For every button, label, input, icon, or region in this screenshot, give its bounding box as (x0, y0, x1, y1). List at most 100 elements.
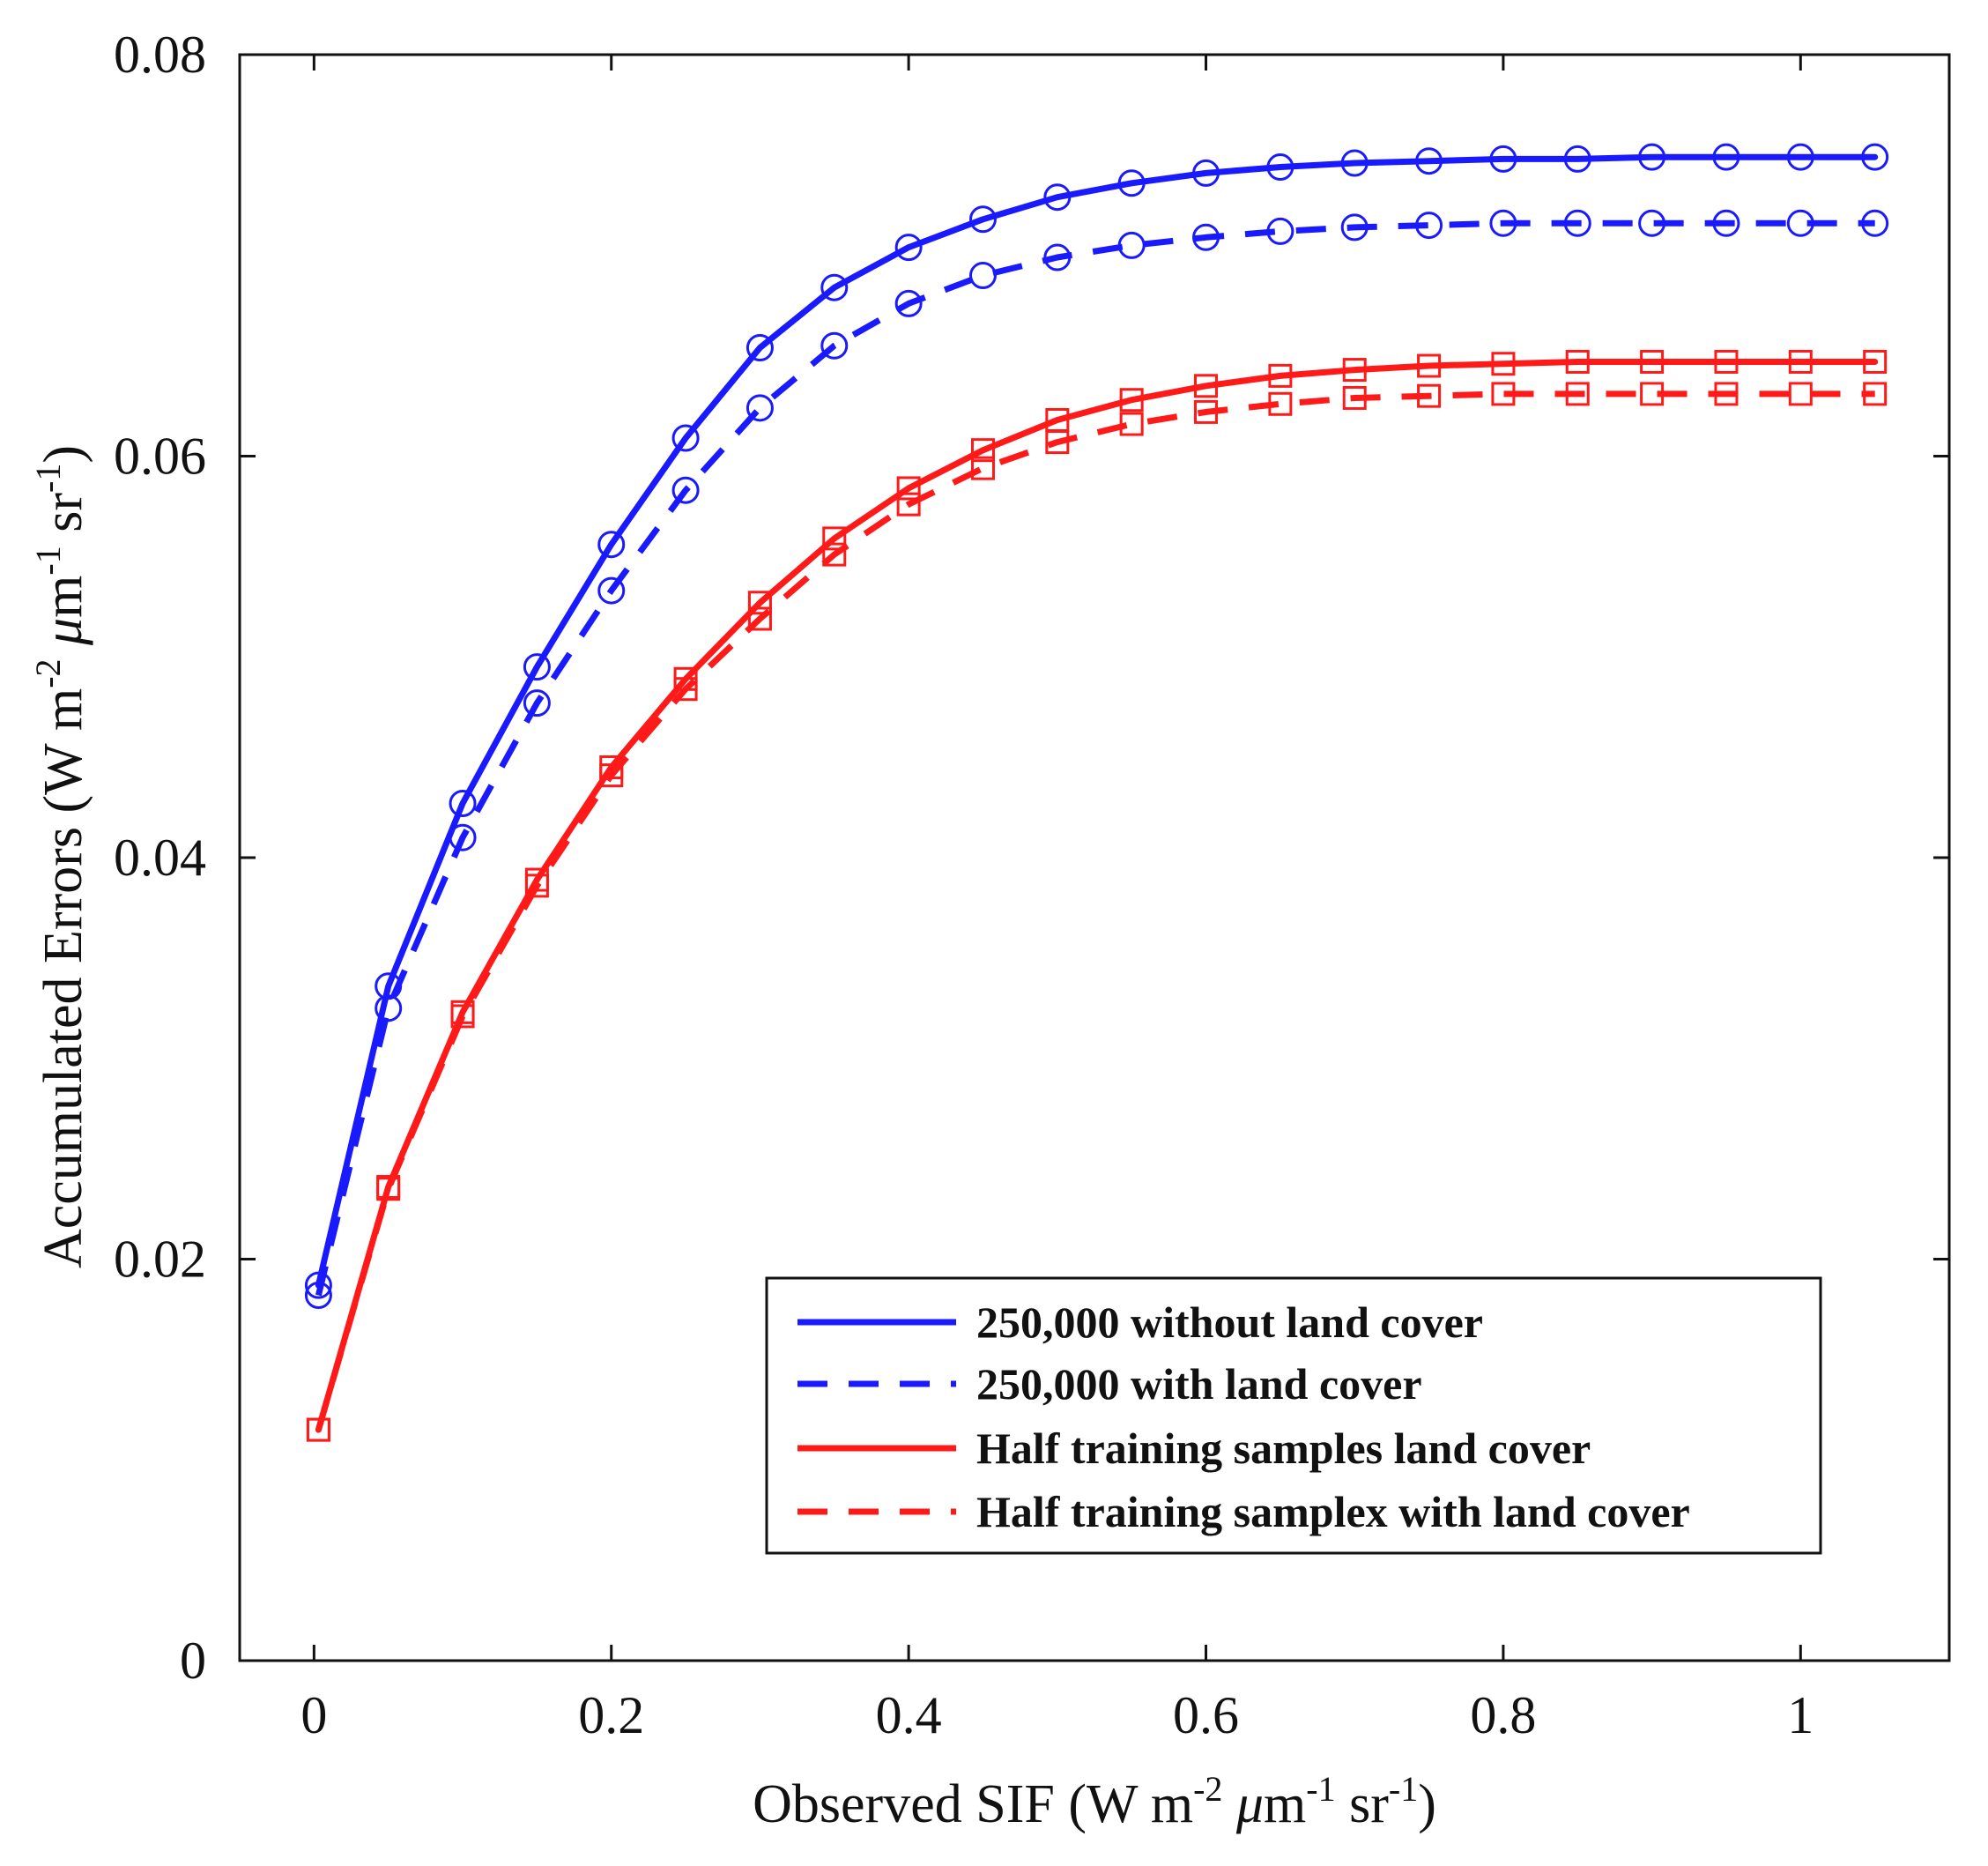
data-point (1192, 223, 1220, 251)
data-point (1563, 145, 1591, 173)
legend-label-series-1: 250,000 without land cover (976, 1297, 1483, 1347)
data-point (1045, 430, 1070, 455)
legend: 250,000 without land cover 250,000 with … (765, 1276, 1822, 1555)
data-point (671, 476, 700, 504)
series-4 (306, 382, 1888, 1442)
y-tick-label: 0.06 (114, 427, 206, 486)
data-point (747, 591, 772, 615)
data-point (450, 1004, 475, 1029)
x-axis-title: Observed SIF (W m-2 μm-1 sr-1) (753, 1769, 1436, 1834)
data-point (1491, 382, 1516, 406)
series-2 (304, 209, 1889, 1309)
data-point (375, 994, 403, 1022)
legend-label-series-4: Half training samplex with land cover (976, 1487, 1690, 1536)
data-point (1638, 209, 1666, 237)
data-point (747, 606, 772, 631)
data-point (746, 334, 774, 362)
data-point (1268, 363, 1293, 388)
data-point (1417, 353, 1442, 378)
y-tick-label: 0.02 (114, 1230, 206, 1289)
data-point (304, 1271, 332, 1299)
data-point (970, 438, 995, 463)
data-point (306, 1417, 330, 1442)
data-point (1863, 382, 1888, 406)
data-point (673, 677, 698, 702)
y-tick-label: 0 (180, 1632, 206, 1690)
data-point (1565, 349, 1590, 374)
series-1 (304, 143, 1889, 1299)
data-point (1786, 143, 1814, 171)
data-point (1714, 382, 1739, 406)
data-point (597, 531, 626, 559)
data-point (820, 331, 849, 360)
data-point (1861, 143, 1889, 171)
data-point (1043, 183, 1072, 212)
data-point (1415, 147, 1443, 175)
series-line (315, 219, 1875, 1297)
data-point (523, 689, 551, 717)
data-point (1788, 349, 1813, 374)
data-point (1417, 383, 1442, 408)
data-point (1043, 243, 1072, 271)
data-point (1266, 153, 1294, 182)
data-point (304, 1281, 332, 1309)
y-axis-title: Accumulated Errors (W m-2 μm-1 sr-1) (28, 445, 93, 1268)
data-point (1640, 349, 1665, 374)
data-point (1861, 209, 1889, 237)
data-point (1340, 149, 1369, 177)
data-point (1491, 352, 1516, 376)
y-tick-label: 0.08 (114, 26, 206, 84)
data-point (1194, 374, 1219, 398)
data-point (1489, 209, 1517, 237)
data-point (376, 1177, 401, 1201)
data-point (896, 476, 921, 501)
legend-label-series-3: Half training samples land cover (976, 1424, 1591, 1473)
x-tick-label: 1 (1787, 1686, 1814, 1744)
data-point (1117, 231, 1146, 259)
x-tick-label: 0.2 (578, 1686, 644, 1744)
x-tick-label: 0.8 (1470, 1686, 1536, 1744)
data-point (1863, 349, 1888, 374)
data-point (822, 542, 847, 567)
data-point (1266, 217, 1294, 245)
y-tick-label: 0.04 (114, 829, 206, 887)
data-point (597, 576, 626, 605)
data-point (894, 234, 923, 262)
data-point (1640, 382, 1665, 406)
series-line (315, 359, 1879, 1433)
data-point (449, 823, 477, 851)
data-point (1788, 382, 1813, 406)
data-point (970, 456, 995, 480)
series-layer (304, 143, 1889, 1442)
data-point (1786, 209, 1814, 237)
legend-label-series-2: 250,000 with land cover (976, 1359, 1422, 1409)
data-point (746, 394, 774, 422)
series-line (315, 390, 1875, 1431)
data-point (1340, 213, 1369, 242)
data-point (1415, 212, 1443, 240)
data-point (968, 205, 997, 234)
data-point (1489, 145, 1517, 173)
data-point (822, 526, 847, 551)
data-point (1563, 209, 1591, 237)
data-point (896, 492, 921, 517)
data-point (449, 790, 477, 818)
data-point (1117, 169, 1146, 197)
data-point (1194, 399, 1219, 424)
data-point (1638, 143, 1666, 171)
data-point (1119, 412, 1144, 436)
x-tick-label: 0 (300, 1686, 327, 1744)
data-point (1712, 209, 1740, 237)
data-point (1342, 358, 1367, 383)
data-point (671, 424, 700, 452)
data-point (1268, 391, 1293, 416)
data-point (1342, 385, 1367, 410)
series-line (315, 153, 1879, 1289)
data-point (599, 763, 624, 788)
data-point (524, 874, 549, 898)
data-point (894, 289, 923, 317)
data-point (820, 273, 849, 301)
data-point (1714, 349, 1739, 374)
